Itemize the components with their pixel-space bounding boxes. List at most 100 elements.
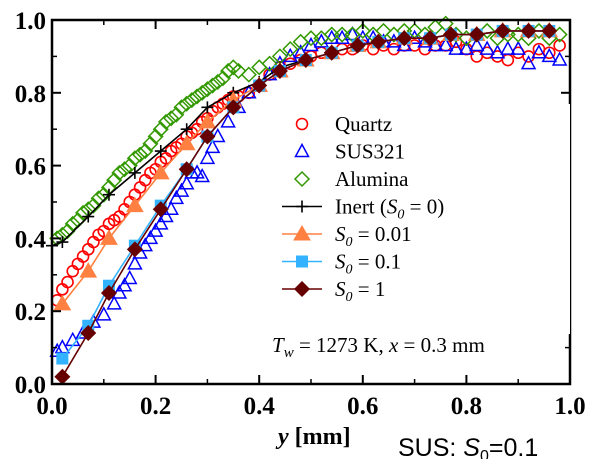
data-point xyxy=(210,127,226,143)
series-s0-1 xyxy=(54,22,558,385)
data-point xyxy=(177,134,196,151)
data-point xyxy=(183,92,200,109)
data-point xyxy=(56,352,69,365)
x-tick-label: 1.0 xyxy=(554,393,585,420)
data-point xyxy=(531,44,547,59)
data-point xyxy=(116,277,133,292)
data-point xyxy=(209,73,226,90)
data-point xyxy=(214,70,232,87)
data-point xyxy=(147,222,164,237)
data-point xyxy=(106,172,123,189)
y-tick-label: 0.6 xyxy=(15,154,46,181)
annotation-x-var: x xyxy=(388,333,399,357)
y-tick-label: 0.2 xyxy=(15,299,46,326)
data-point xyxy=(126,241,143,258)
legend-label: Quartz xyxy=(335,112,392,136)
data-point xyxy=(225,99,242,116)
data-point xyxy=(59,223,76,240)
annotation-tw-value: = 1273 K, xyxy=(294,333,389,357)
y-tick-label: 0.8 xyxy=(15,81,46,108)
data-point xyxy=(137,142,154,160)
x-tick-label: 0.6 xyxy=(347,393,378,420)
data-point xyxy=(323,44,340,61)
data-point xyxy=(152,121,169,138)
data-point xyxy=(178,175,195,190)
data-point xyxy=(61,275,74,289)
data-point xyxy=(500,40,516,55)
legend-label: S0 = 0.1 xyxy=(335,250,401,278)
data-point xyxy=(551,51,568,66)
data-point xyxy=(542,46,556,60)
caption-s-var: S xyxy=(463,434,480,459)
legend-item: S0 = 1 xyxy=(282,277,385,305)
data-point xyxy=(230,62,247,80)
data-point xyxy=(54,368,71,385)
axes-layer: 0.00.0 0.2 0.2 0.4 0.4 0.6 0.6 0.8 0.8 1.0 1.0 xyxy=(15,8,586,420)
data-point xyxy=(151,163,170,180)
data-point xyxy=(520,22,537,39)
data-point xyxy=(396,30,413,47)
data-point xyxy=(152,201,169,218)
data-point xyxy=(541,47,558,63)
legend-item: Inert (S0 = 0) xyxy=(282,195,444,223)
data-point xyxy=(126,150,143,167)
data-point xyxy=(220,113,236,128)
x-tick-label: 0.2 xyxy=(140,393,171,420)
data-point xyxy=(142,229,159,245)
x-axis-label-var: y xyxy=(275,424,289,450)
caption-value: =0.1 xyxy=(489,434,538,459)
data-point xyxy=(178,161,195,178)
legend-marker xyxy=(296,255,308,268)
legend-label: S0 = 0.01 xyxy=(335,222,412,250)
data-point xyxy=(106,295,122,310)
data-point xyxy=(282,41,299,58)
legend-label: Inert (S0 = 0) xyxy=(335,195,444,223)
data-point xyxy=(422,30,439,47)
y-tick-label: 0.0 xyxy=(15,372,46,399)
legend-label: SUS321 xyxy=(335,140,405,164)
y-tick-label: 0.4 xyxy=(15,226,47,253)
legend-marker xyxy=(295,117,309,131)
data-point xyxy=(56,236,69,249)
data-point xyxy=(541,22,558,39)
data-point xyxy=(510,40,526,55)
data-point xyxy=(53,294,72,311)
data-point xyxy=(100,229,118,245)
data-point xyxy=(204,77,221,94)
data-point xyxy=(470,50,484,63)
data-point xyxy=(437,36,454,52)
caption-s-sub: 0 xyxy=(480,448,489,459)
data-point xyxy=(282,47,299,63)
data-point xyxy=(102,188,115,201)
data-point xyxy=(178,95,195,112)
data-point xyxy=(194,167,210,183)
data-point xyxy=(406,29,423,44)
x-tick-label: 0.0 xyxy=(36,393,67,420)
data-point xyxy=(121,269,138,285)
data-point xyxy=(131,146,149,163)
data-point xyxy=(127,255,143,270)
data-point xyxy=(271,62,288,79)
data-point xyxy=(168,106,185,123)
data-point xyxy=(154,145,167,158)
legend-marker xyxy=(294,142,310,158)
data-point xyxy=(163,110,180,127)
data-point xyxy=(173,182,190,197)
x-axis-label-unit: [mm] xyxy=(289,424,351,450)
data-point xyxy=(323,29,340,44)
data-point xyxy=(494,22,511,39)
data-point xyxy=(522,50,535,63)
data-point xyxy=(168,189,185,205)
data-point xyxy=(261,55,278,72)
legend-marker xyxy=(293,170,311,188)
data-point xyxy=(153,215,169,230)
data-point xyxy=(199,128,216,145)
data-point xyxy=(468,26,485,43)
data-point xyxy=(501,53,515,67)
data-point xyxy=(173,99,190,116)
data-point xyxy=(553,39,566,52)
legend-item: Quartz xyxy=(295,112,392,136)
